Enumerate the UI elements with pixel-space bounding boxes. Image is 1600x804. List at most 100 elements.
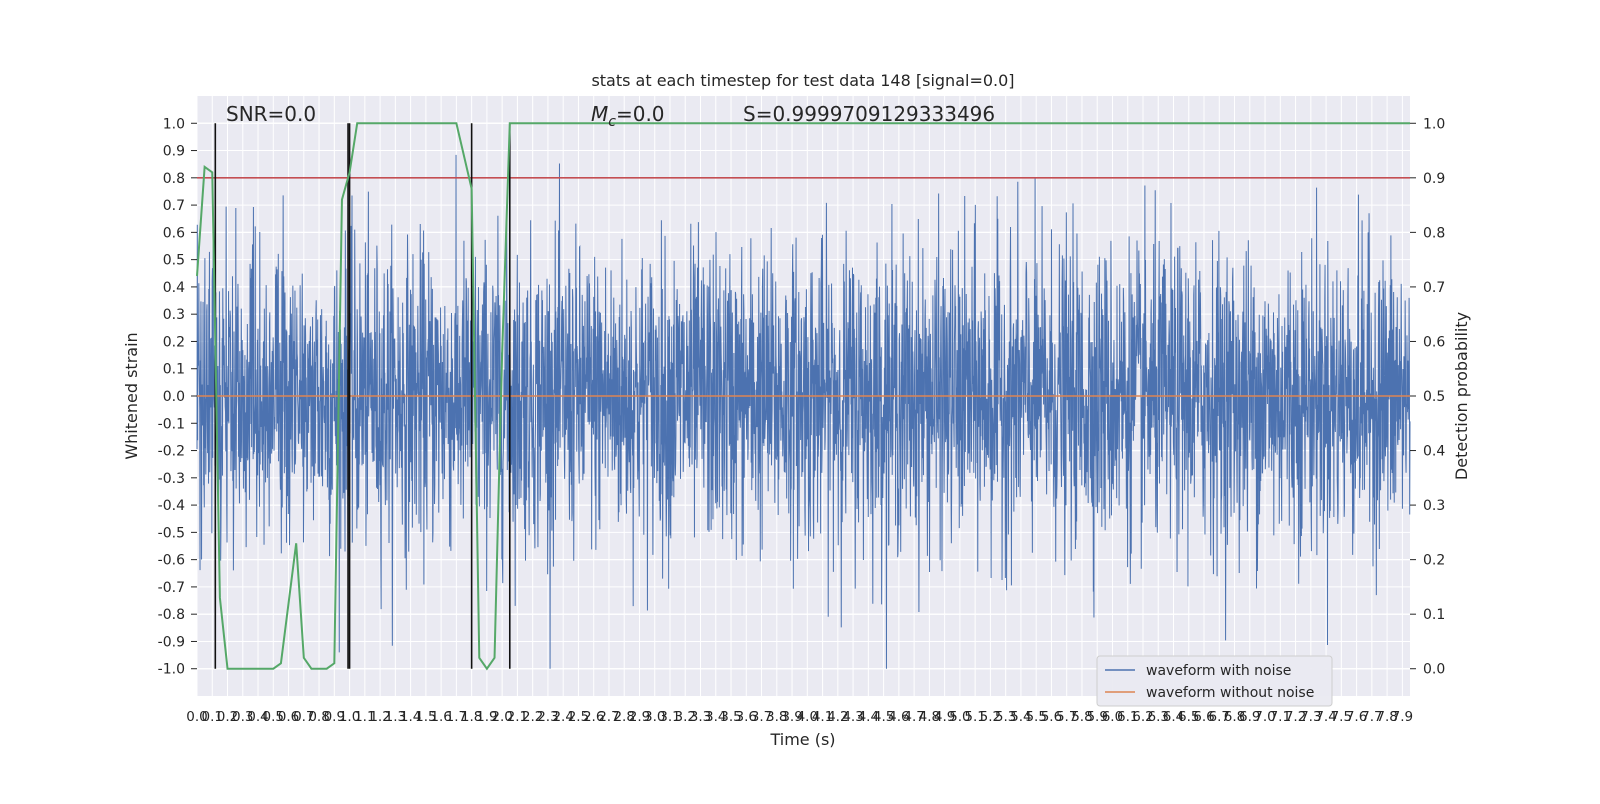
x-tick-label: 3.3 [690,709,711,725]
x-tick-label: 3.9 [781,709,802,725]
y-tick-label: -0.7 [158,580,185,596]
y-tick-label: -0.1 [158,416,185,432]
x-tick-label: 2.7 [598,709,619,725]
x-tick-label: 6.7 [1209,709,1230,725]
y-tick-label: 0.6 [163,225,185,241]
x-tick-label: 7.3 [1300,709,1321,725]
x-tick-label: 0.7 [293,709,314,725]
x-tick-label: 0.0 [186,709,207,725]
x-tick-label: 2.6 [583,709,604,725]
x-tick-label: 4.5 [873,709,894,725]
x-tick-label: 4.1 [812,709,833,725]
legend-label-clean: waveform without noise [1146,685,1314,701]
y-tick-label: 0.3 [163,307,185,323]
y2-tick-label: 0.3 [1423,498,1445,514]
y-tick-label: 0.9 [163,144,185,160]
x-tick-label: 1.5 [415,709,436,725]
x-tick-label: 5.8 [1071,709,1092,725]
x-tick-label: 0.3 [232,709,253,725]
x-tick-label: 3.7 [751,709,772,725]
x-tick-label: 2.0 [491,709,512,725]
y-tick-label: -0.9 [158,634,185,650]
detection-probability-path [196,122,1410,671]
s-annotation: S=0.9999709129333496 [743,102,995,126]
y-tick-label: 0.8 [163,171,185,187]
x-tick-label: 5.4 [1010,709,1031,725]
x-tick-label: 5.5 [1025,709,1046,725]
x-tick-label: 1.1 [354,709,375,725]
x-tick-label: 5.0 [949,709,970,725]
y-tick-label: 0.2 [163,334,185,350]
x-tick-label: 7.1 [1270,709,1291,725]
x-tick-label: 1.0 [339,709,360,725]
y-tick-label: 0.5 [163,253,185,269]
chirp-mass-symbol: M [591,102,608,126]
y-tick-label: 1.0 [163,116,185,132]
x-tick-label: 4.7 [903,709,924,725]
x-tick-label: 7.6 [1346,709,1367,725]
chirp-mass-annotation: Mc=0.0 [591,102,665,130]
x-tick-label: 2.3 [537,709,558,725]
waveform-with-noise-series [196,154,1411,669]
x-tick-label: 5.1 [964,709,985,725]
x-tick-label: 2.2 [522,709,543,725]
x-tick-label: 2.4 [552,709,573,725]
chirp-mass-subscript: c [608,114,616,130]
x-tick-label: 1.6 [430,709,451,725]
y-tick-label: 0.0 [163,389,185,405]
x-tick-label: 6.2 [1132,709,1153,725]
x-tick-label: 2.1 [507,709,528,725]
y-tick-label: 0.7 [163,198,185,214]
x-tick-label: 5.7 [1056,709,1077,725]
x-tick-label: 1.7 [446,709,467,725]
x-tick-label: 1.4 [400,709,421,725]
x-tick-label: 0.5 [263,709,284,725]
legend: waveform with noise waveform without noi… [1096,655,1333,707]
y2-tick-label: 0.1 [1423,607,1445,623]
x-tick-label: 0.6 [278,709,299,725]
y-tick-label: -0.6 [158,553,185,569]
x-tick-label: 6.1 [1117,709,1138,725]
detection-probability-series [196,122,1410,671]
y2-tick-label: 0.4 [1423,444,1445,460]
x-tick-label: 2.5 [568,709,589,725]
legend-label-noise: waveform with noise [1146,663,1291,679]
x-tick-label: 5.9 [1086,709,1107,725]
x-tick-label: 7.0 [1254,709,1275,725]
snr-annotation: SNR=0.0 [226,102,316,126]
x-tick-label: 4.8 [919,709,940,725]
x-tick-label: 1.8 [461,709,482,725]
x-axis-label: Time (s) [769,730,835,749]
x-tick-label: 2.9 [629,709,650,725]
x-tick-label: 4.4 [858,709,879,725]
x-tick-label: 7.8 [1376,709,1397,725]
y2-tick-labels: 1.0 0.9 0.8 0.7 0.6 0.5 0.4 0.3 0.2 0.1 0.0 [1410,116,1445,678]
x-tick-label: 3.1 [659,709,680,725]
x-tick-label: 4.6 [888,709,909,725]
y2-tick-label: 0.6 [1423,334,1445,350]
x-tick-label: 6.0 [1102,709,1123,725]
y2-tick-label: 0.0 [1423,662,1445,678]
legend-box [1096,655,1333,707]
x-tick-label: 5.6 [1041,709,1062,725]
x-tick-label: 1.2 [369,709,390,725]
x-tick-label: 7.9 [1392,709,1413,725]
x-tick-label: 0.4 [247,709,268,725]
x-tick-label: 5.2 [980,709,1001,725]
x-tick-label: 4.3 [842,709,863,725]
y-tick-label: -0.8 [158,607,185,623]
x-tick-label: 0.2 [217,709,238,725]
x-tick-label: 5.3 [995,709,1016,725]
y-tick-label: -0.4 [158,498,185,514]
x-tick-label: 4.0 [797,709,818,725]
x-tick-label: 0.1 [202,709,223,725]
x-tick-label: 1.9 [476,709,497,725]
chirp-mass-value: =0.0 [616,102,665,126]
y2-axis-label: Detection probability [1452,312,1471,480]
x-tick-label: 6.8 [1224,709,1245,725]
x-tick-label: 7.2 [1285,709,1306,725]
noise-waveform-path [196,154,1411,669]
x-tick-label: 0.8 [308,709,329,725]
x-tick-label: 0.9 [324,709,345,725]
